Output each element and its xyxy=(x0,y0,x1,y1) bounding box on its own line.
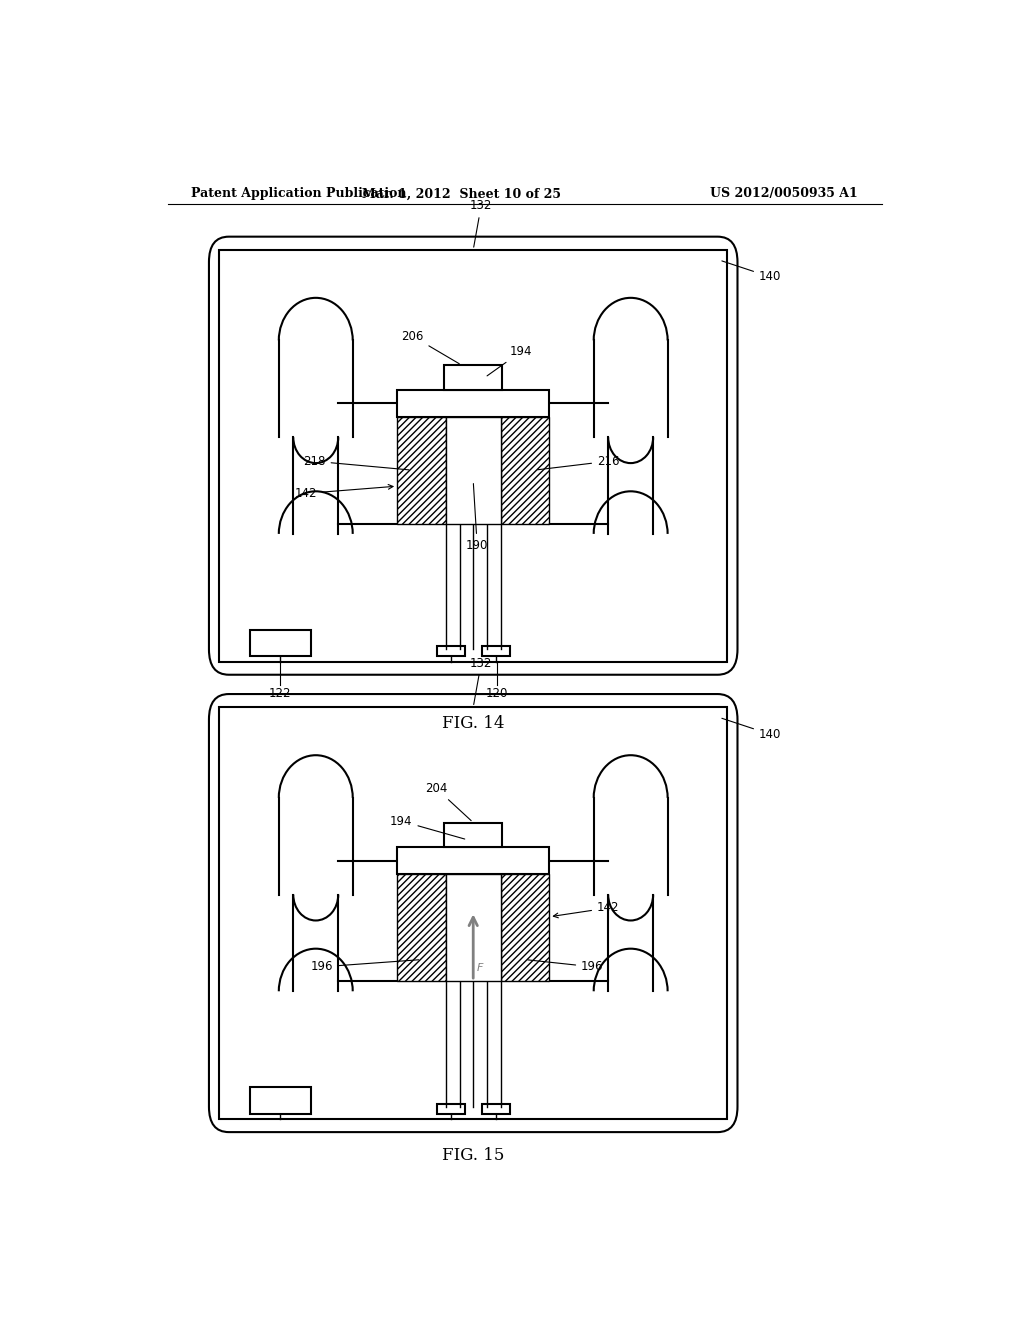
Bar xyxy=(445,874,501,981)
Bar xyxy=(445,417,501,524)
Bar xyxy=(481,647,510,656)
Text: Mar. 1, 2012  Sheet 10 of 25: Mar. 1, 2012 Sheet 10 of 25 xyxy=(361,187,561,201)
Bar xyxy=(397,874,445,981)
Bar xyxy=(437,1104,465,1114)
Text: US 2012/0050935 A1: US 2012/0050935 A1 xyxy=(711,187,858,201)
Bar xyxy=(444,822,502,847)
Bar xyxy=(481,1104,510,1114)
Text: 206: 206 xyxy=(401,330,459,364)
Text: 216: 216 xyxy=(538,455,620,470)
Text: F: F xyxy=(477,962,483,973)
Bar xyxy=(444,366,502,389)
Text: FIG. 15: FIG. 15 xyxy=(442,1147,505,1163)
Text: 218: 218 xyxy=(303,455,409,470)
Text: 196: 196 xyxy=(527,960,603,973)
Text: 194: 194 xyxy=(487,345,532,376)
Bar xyxy=(437,647,465,656)
Text: 142: 142 xyxy=(295,484,393,500)
Bar xyxy=(219,249,727,661)
Bar xyxy=(501,417,550,524)
FancyArrowPatch shape xyxy=(469,917,477,978)
Text: 140: 140 xyxy=(722,261,781,284)
Text: 140: 140 xyxy=(722,718,781,741)
Bar xyxy=(397,847,550,874)
Bar xyxy=(219,708,727,1119)
Text: 132: 132 xyxy=(470,199,493,247)
Text: 194: 194 xyxy=(390,814,465,840)
Bar xyxy=(250,630,310,656)
Text: 204: 204 xyxy=(425,781,471,821)
Text: 132: 132 xyxy=(470,656,493,705)
Bar xyxy=(501,874,550,981)
Text: FIG. 14: FIG. 14 xyxy=(442,714,505,731)
Bar xyxy=(250,1088,310,1114)
Text: 196: 196 xyxy=(311,960,419,973)
Text: 120: 120 xyxy=(485,688,508,700)
Bar xyxy=(397,389,550,417)
Text: 122: 122 xyxy=(269,688,292,700)
Text: Patent Application Publication: Patent Application Publication xyxy=(191,187,407,201)
Text: 190: 190 xyxy=(466,483,488,552)
Text: 142: 142 xyxy=(553,902,620,917)
Bar xyxy=(397,417,445,524)
